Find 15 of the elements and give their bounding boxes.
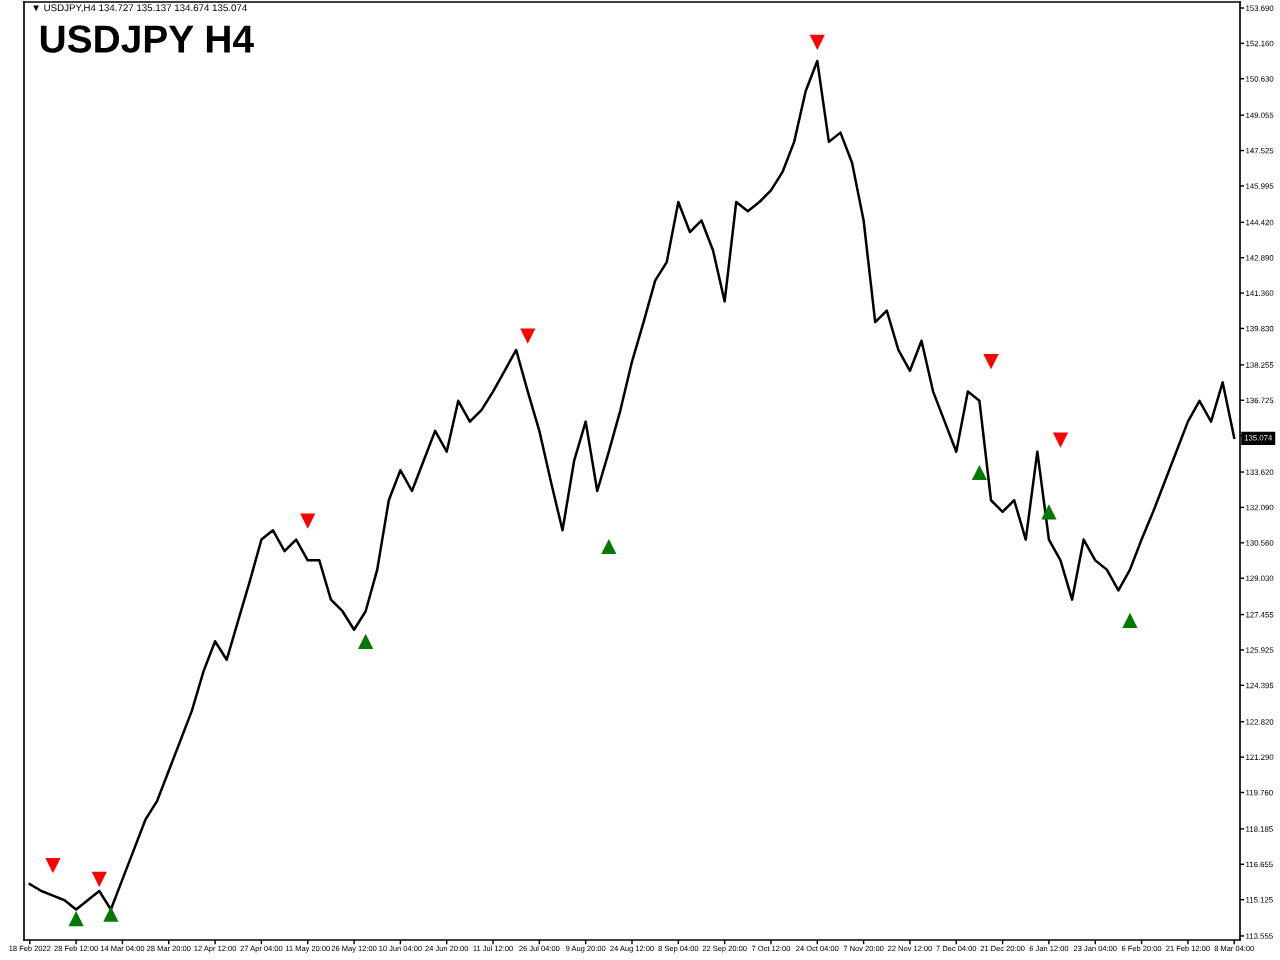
chart-title: USDJPY H4 xyxy=(40,25,254,53)
point xyxy=(103,906,119,922)
point xyxy=(45,857,61,874)
point xyxy=(520,328,536,344)
point xyxy=(1122,612,1138,629)
point xyxy=(971,464,988,481)
point xyxy=(1041,504,1057,520)
point xyxy=(983,353,999,370)
point xyxy=(300,513,316,529)
point xyxy=(809,34,825,51)
point xyxy=(91,871,107,888)
point xyxy=(1052,432,1069,448)
point xyxy=(68,911,84,927)
point xyxy=(601,538,617,555)
point xyxy=(358,633,374,649)
